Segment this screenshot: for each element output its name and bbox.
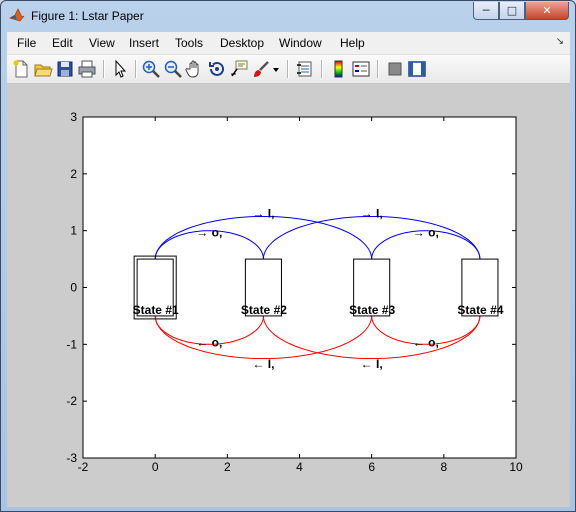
state-label-4: State #4 [457,303,503,317]
menu-insert[interactable]: Insert [129,36,160,50]
transition-arc [262,315,481,359]
axes-background [82,116,517,459]
menu-window[interactable]: Window [279,36,322,50]
dock-arrow-icon[interactable]: ↘ [555,36,564,47]
menu-file[interactable]: File [17,36,37,50]
zoom-in-icon[interactable] [141,59,161,79]
y-tick-label: -3 [66,451,77,465]
link-plot-icon[interactable] [295,59,315,79]
transition-label: ← I, [361,357,383,371]
maximize-icon: □ [506,4,518,17]
x-tick-label: 4 [296,460,303,474]
transition-label: ← I, [252,357,274,371]
x-tick-label: 6 [368,460,375,474]
transition-arc [371,315,481,345]
edit-plot-arrow-icon[interactable] [110,59,130,79]
initial-state-border [133,255,177,320]
x-tick-label: 10 [509,460,523,474]
transition-label: ← o, [196,336,222,350]
y-tick-label: -1 [66,337,77,351]
x-tick-label: -2 [78,460,89,474]
maximize-button[interactable]: □ [499,2,525,20]
toolbar [7,55,570,84]
save-icon[interactable] [55,59,75,79]
legend-icon[interactable] [351,59,371,79]
transition-label: → o, [413,225,439,239]
transition-arc [154,315,373,359]
state-box-4 [461,258,499,317]
menu-tools[interactable]: Tools [175,36,204,50]
y-tick-label: 3 [70,110,77,124]
menu-view[interactable]: View [89,36,115,50]
state-label-2: State #2 [241,303,287,317]
x-tick-label: 8 [440,460,447,474]
state-box-2 [244,258,282,317]
new-figure-icon[interactable] [11,59,31,79]
state-box-3 [353,258,391,317]
figure-canvas: -2 0 2 4 6 8 10 3 2 1 0 -1 -2 -3 → o, → I, → I, → o, ← o, ←… [7,84,570,507]
transition-label: → I, [361,207,383,221]
x-tick-label: 0 [152,460,159,474]
transition-label: ← o, [413,336,439,350]
y-tick-label: 0 [70,281,77,295]
menu-edit[interactable]: Edit [52,36,73,50]
transition-label: → o, [196,225,222,239]
state-label-1: State #1 [133,303,179,317]
transition-arc [262,216,481,260]
y-tick-label: -2 [66,394,77,408]
colorbar-icon[interactable] [329,59,349,79]
state-box-1 [136,258,174,317]
transition-arc [371,230,481,260]
y-tick-label: 1 [70,224,77,238]
rotate-3d-icon[interactable] [207,59,227,79]
open-file-icon[interactable] [33,59,53,79]
menu-bar: File Edit View Insert Tools Desktop Wind… [7,32,570,55]
close-icon: ✕ [542,4,552,17]
minimize-button[interactable]: ─ [473,2,499,20]
show-plot-tools-icon[interactable] [407,59,427,79]
menu-desktop[interactable]: Desktop [220,36,265,50]
hide-plot-tools-icon[interactable] [385,59,405,79]
minimize-icon: ─ [482,4,490,17]
menu-help[interactable]: Help [340,36,365,50]
transition-arc [154,230,264,260]
brush-icon[interactable] [251,59,271,79]
title-bar[interactable]: Figure 1: Lstar Paper ─ □ ✕ [1,1,575,31]
close-button[interactable]: ✕ [525,2,569,20]
transition-label: → I, [252,207,274,221]
data-cursor-icon[interactable] [229,59,249,79]
state-label-3: State #3 [349,303,395,317]
transition-arc [154,216,373,260]
x-tick-label: 2 [224,460,231,474]
zoom-out-icon[interactable] [163,59,183,79]
window-title: Figure 1: Lstar Paper [31,9,144,23]
y-tick-label: 2 [70,167,77,181]
print-icon[interactable] [77,59,97,79]
matlab-logo-icon [9,8,25,22]
transition-arc [154,315,264,345]
pan-hand-icon[interactable] [185,59,205,79]
brush-dropdown-icon[interactable] [271,59,281,79]
